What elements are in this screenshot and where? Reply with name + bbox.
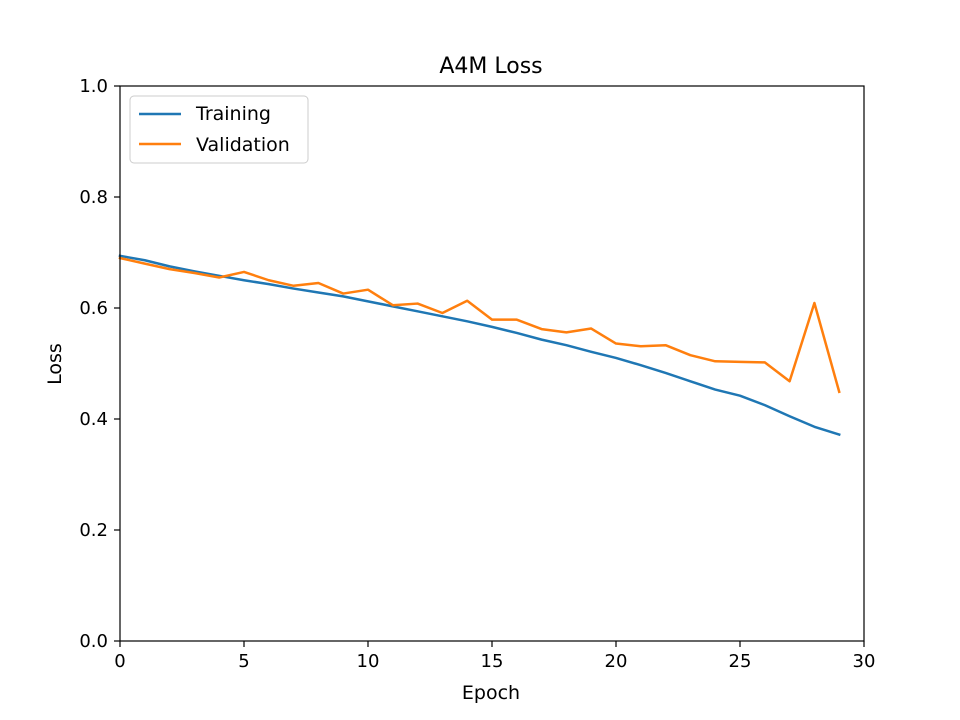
series-layer bbox=[118, 254, 841, 437]
y-tick-label: 0.6 bbox=[79, 298, 108, 319]
y-tick-label: 0.2 bbox=[79, 520, 108, 541]
series-line-validation bbox=[118, 256, 841, 394]
x-tick-label: 30 bbox=[853, 651, 876, 672]
chart-title: A4M Loss bbox=[439, 54, 542, 79]
x-axis-label: Epoch bbox=[462, 682, 520, 704]
legend-label-training: Training bbox=[195, 103, 271, 125]
y-axis-ticks: 0.0 0.2 0.4 0.6 0.8 1.0 bbox=[79, 76, 120, 652]
x-axis-ticks: 0 5 10 15 20 25 30 bbox=[114, 641, 875, 672]
x-tick-label: 10 bbox=[357, 651, 380, 672]
x-tick-label: 15 bbox=[481, 651, 504, 672]
x-tick-label: 0 bbox=[114, 651, 125, 672]
series-line-training bbox=[118, 254, 841, 437]
x-tick-label: 5 bbox=[238, 651, 249, 672]
legend-label-validation: Validation bbox=[196, 134, 290, 156]
y-tick-label: 0.4 bbox=[79, 409, 108, 430]
x-tick-label: 25 bbox=[729, 651, 752, 672]
x-tick-label: 20 bbox=[605, 651, 628, 672]
y-axis-label: Loss bbox=[44, 343, 66, 385]
y-tick-label: 1.0 bbox=[79, 76, 108, 97]
legend: Training Validation bbox=[129, 95, 309, 164]
y-tick-label: 0.0 bbox=[79, 631, 108, 652]
plot-frame bbox=[119, 85, 865, 642]
y-tick-label: 0.8 bbox=[79, 187, 108, 208]
